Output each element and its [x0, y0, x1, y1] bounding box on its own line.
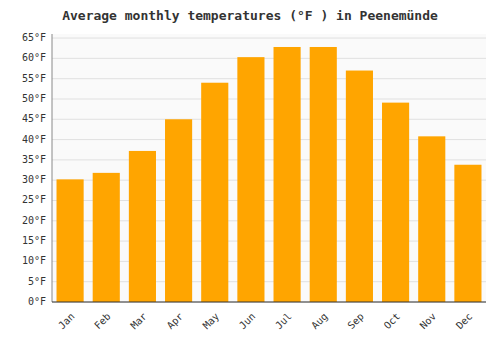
bar	[274, 47, 301, 302]
x-tick-label: Dec	[454, 311, 475, 332]
x-tick-label: May	[201, 311, 222, 332]
plot-background	[52, 34, 486, 302]
y-grid-line	[52, 58, 486, 59]
bar	[454, 165, 481, 302]
y-tick-label: 15°F	[22, 235, 46, 246]
bar	[165, 119, 192, 302]
bar	[129, 151, 156, 302]
y-tick-label: 35°F	[22, 154, 46, 165]
y-grid-line	[52, 38, 486, 39]
bar	[237, 57, 264, 302]
y-tick-label: 50°F	[22, 93, 46, 104]
y-tick-label: 65°F	[22, 32, 46, 43]
y-tick-label: 30°F	[22, 174, 46, 185]
x-tick-label: Nov	[418, 311, 439, 332]
y-tick-label: 55°F	[22, 73, 46, 84]
y-axis-line	[52, 34, 53, 302]
bar	[382, 103, 409, 302]
y-tick-label: 10°F	[22, 255, 46, 266]
y-grid-line	[52, 302, 486, 303]
x-tick-label: Aug	[309, 311, 330, 332]
bar	[310, 47, 337, 302]
x-tick-label: Apr	[165, 311, 186, 332]
y-tick-label: 60°F	[22, 52, 46, 63]
title: Average monthly temperatures (°F ) in Pe…	[62, 8, 438, 23]
x-tick-label: Sep	[345, 311, 366, 332]
y-tick-label: 0°F	[28, 296, 46, 307]
bar	[57, 179, 84, 302]
x-tick-label: Jan	[56, 311, 77, 332]
y-grid-line	[52, 98, 486, 99]
bar	[418, 136, 445, 302]
chart: Average monthly temperatures (°F ) in Pe…	[0, 0, 500, 350]
x-tick-label: Feb	[92, 311, 113, 332]
x-tick-label: Oct	[382, 311, 403, 332]
y-grid-line	[52, 119, 486, 120]
x-tick-label: Jul	[273, 311, 294, 332]
x-tick-label: Jun	[237, 311, 258, 332]
y-tick-label: 25°F	[22, 194, 46, 205]
y-tick-label: 20°F	[22, 215, 46, 226]
x-axis-line	[52, 302, 486, 303]
y-tick-label: 40°F	[22, 134, 46, 145]
bar	[201, 83, 228, 302]
y-tick-label: 45°F	[22, 113, 46, 124]
y-tick-label: 5°F	[28, 276, 46, 287]
x-tick-label: Mar	[128, 311, 149, 332]
y-grid-line	[52, 78, 486, 79]
bar	[346, 71, 373, 302]
bar	[93, 173, 120, 302]
